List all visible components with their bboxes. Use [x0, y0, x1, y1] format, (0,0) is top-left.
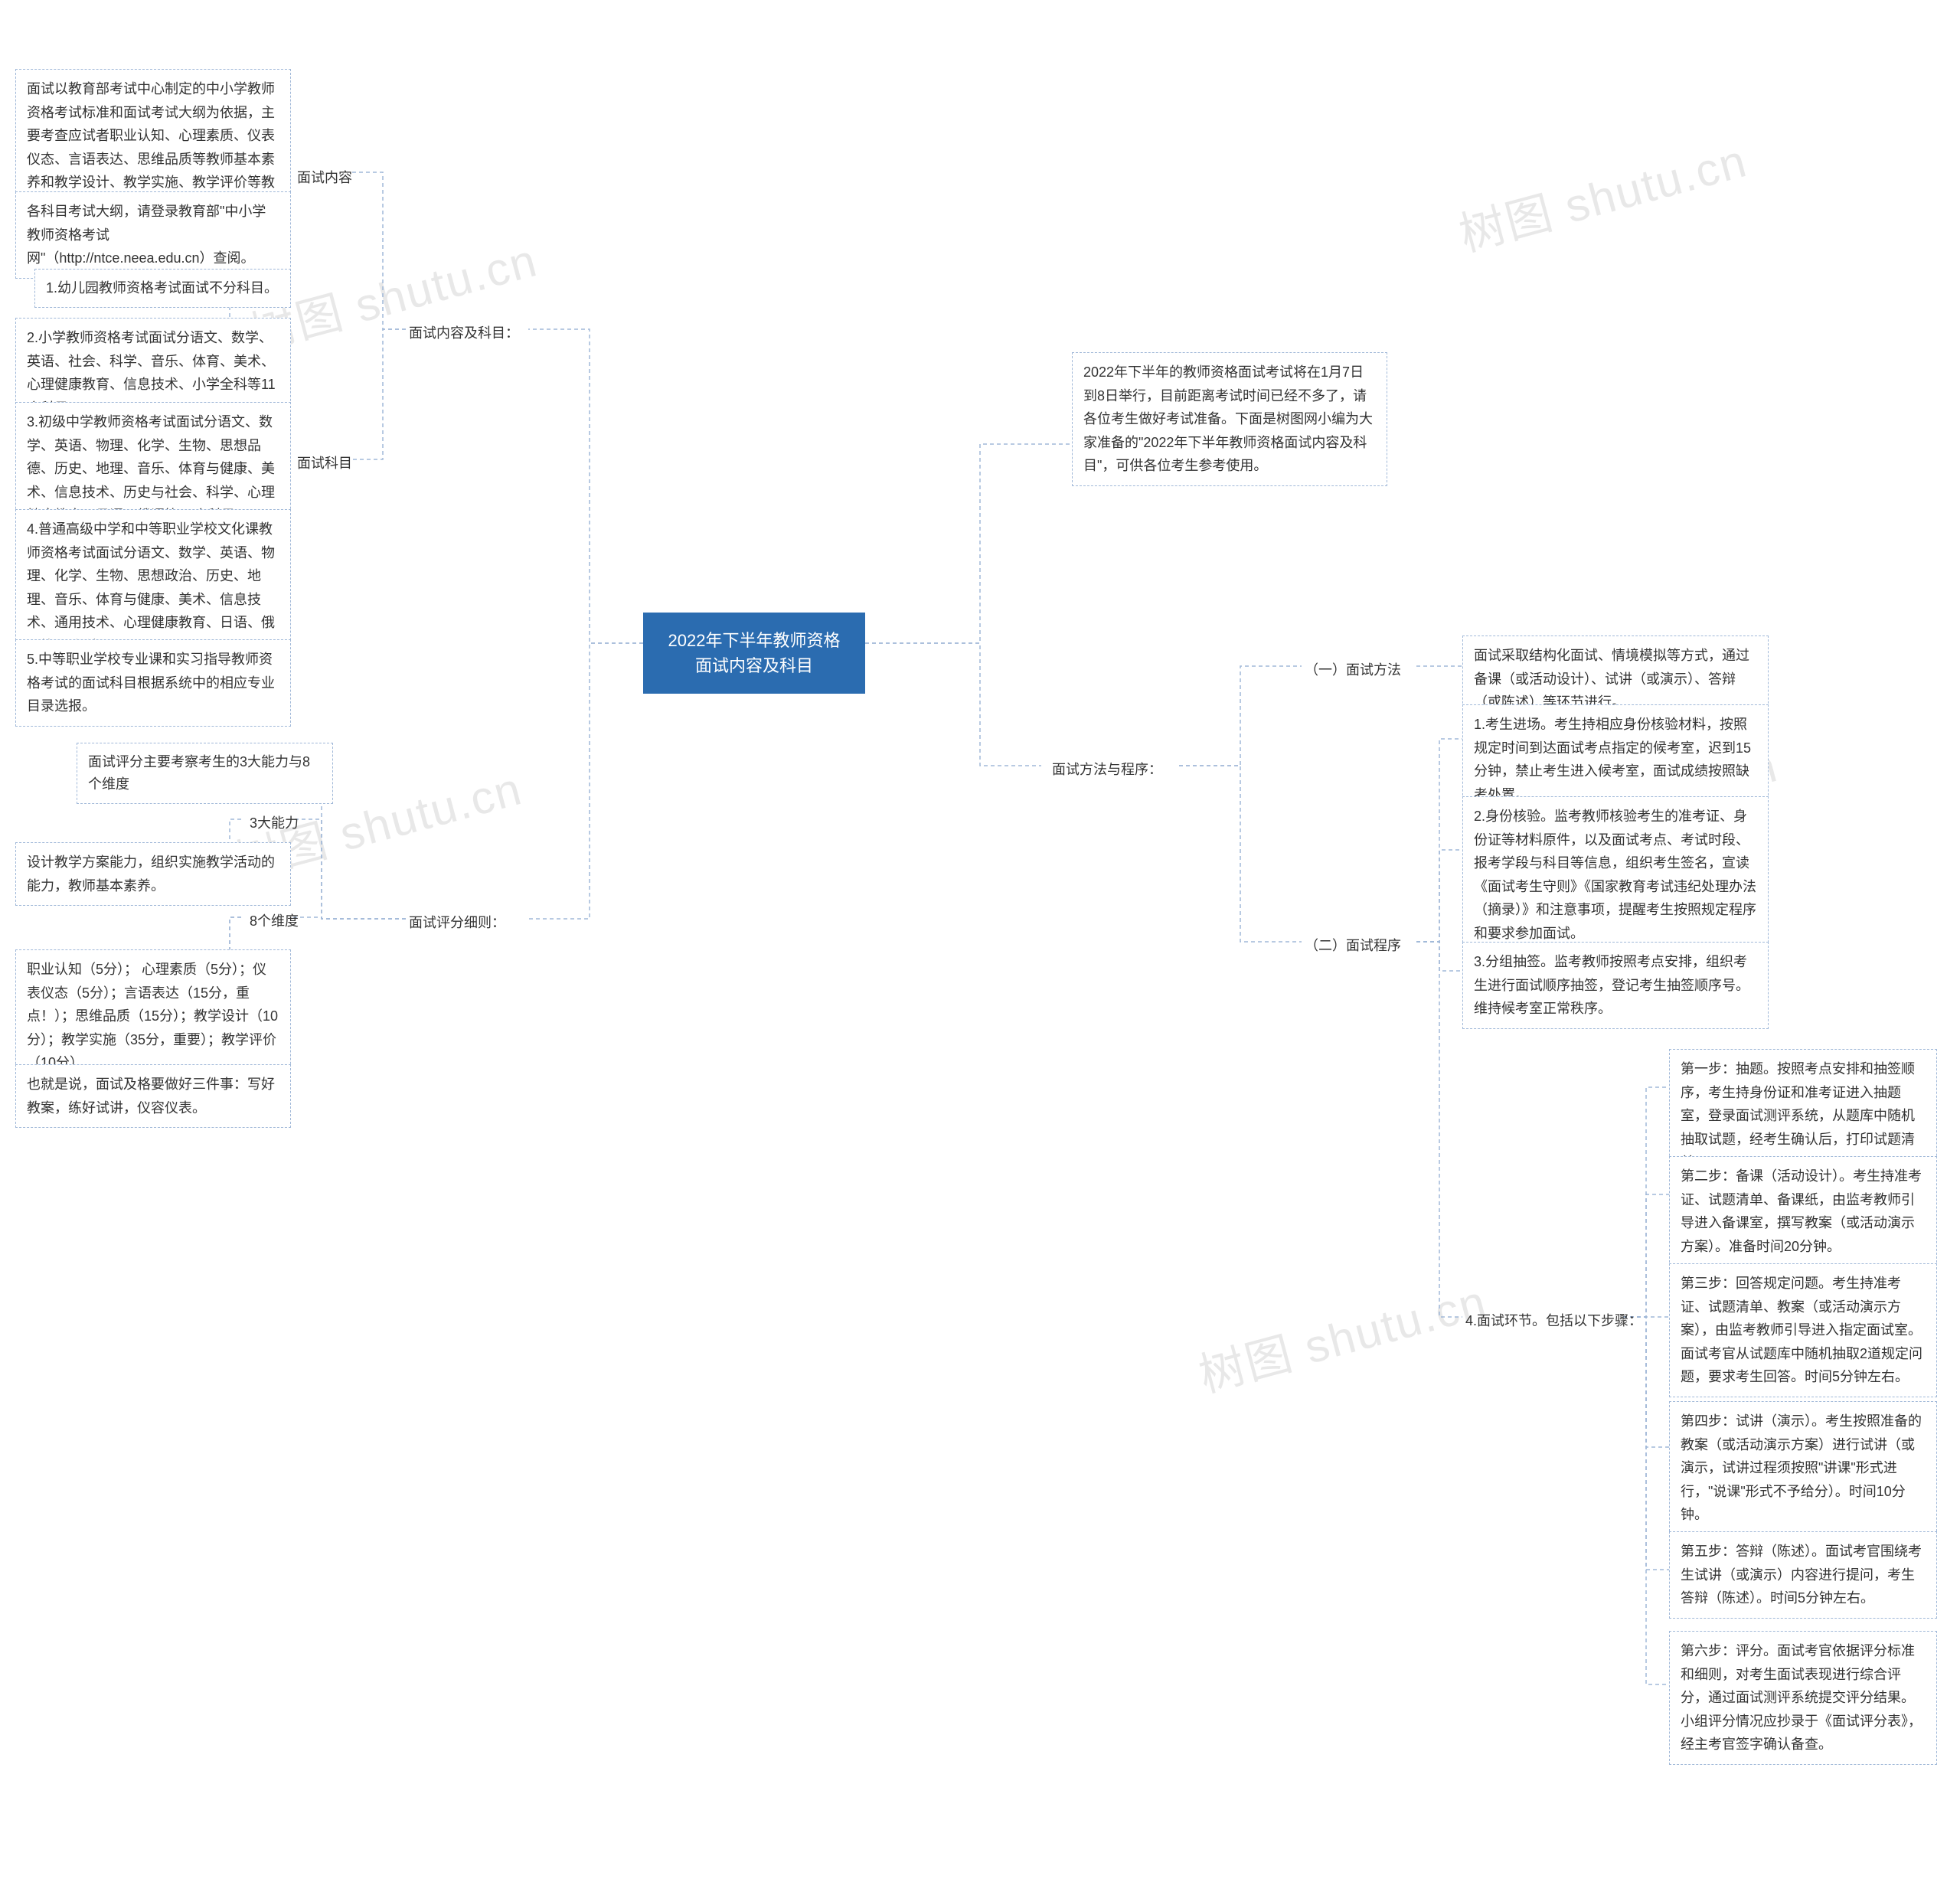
step-5: 第五步：答辩（陈述）。面试考官围绕考生试讲（或演示）内容进行提问，考生答辩（陈述… — [1669, 1531, 1937, 1619]
sc-c-label: 8个维度 — [247, 906, 302, 937]
sc-d: 也就是说，面试及格要做好三件事：写好教案，练好试讲，仪容仪表。 — [15, 1064, 291, 1128]
watermark: 树图 shutu.cn — [1191, 1265, 1493, 1406]
step-4: 第四步：试讲（演示）。考生按照准备的教案（或活动演示方案）进行试讲（或演示，试讲… — [1669, 1401, 1937, 1535]
scoring-label: 面试评分细则： — [406, 907, 508, 939]
center-title: 2022年下半年教师资格面试内容及科目 — [668, 631, 841, 675]
step-3: 第三步：回答规定问题。考生持准考证、试题清单、教案（或活动演示方案），由监考教师… — [1669, 1263, 1937, 1397]
step-2: 第二步：备课（活动设计）。考生持准考证、试题清单、备课纸，由监考教师引导进入备课… — [1669, 1156, 1937, 1266]
c2e: 5.中等职业学校专业课和实习指导教师资格考试的面试科目根据系统中的相应专业目录选… — [15, 639, 291, 727]
watermark: 树图 shutu.cn — [1451, 124, 1753, 265]
c2a: 1.幼儿园教师资格考试面试不分科目。 — [34, 269, 291, 308]
c1b: 各科目考试大纲，请登录教育部"中小学教师资格考试网"（http://ntce.n… — [15, 191, 291, 279]
sc-b-label: 3大能力 — [247, 808, 302, 839]
program-3: 3.分组抽签。监考教师按照考点安排，组织考生进行面试顺序抽签，登记考生抽签顺序号… — [1462, 942, 1769, 1029]
content-label: 面试内容及科目： — [406, 318, 522, 349]
methods-label: 面试方法与程序： — [1049, 754, 1165, 786]
center-node: 2022年下半年教师资格面试内容及科目 — [643, 613, 865, 694]
sc-c: 职业认知（5分）； 心理素质（5分）；仪表仪态（5分）；言语表达（15分，重点！… — [15, 949, 291, 1083]
program-4-label: 4.面试环节。包括以下步骤： — [1462, 1305, 1645, 1337]
method-1-label: （一）面试方法 — [1302, 655, 1404, 686]
sc-b: 设计教学方案能力，组织实施教学活动的能力，教师基本素养。 — [15, 842, 291, 906]
sc-a: 面试评分主要考察考生的3大能力与8个维度 — [77, 743, 333, 804]
step-6: 第六步：评分。面试考官依据评分标准和细则，对考生面试表现进行综合评分，通过面试测… — [1669, 1631, 1937, 1765]
method-2-label: （二）面试程序 — [1302, 930, 1404, 962]
intro-box: 2022年下半年的教师资格面试考试将在1月7日到8日举行，目前距离考试时间已经不… — [1072, 352, 1387, 486]
program-2: 2.身份核验。监考教师核验考生的准考证、身份证等材料原件，以及面试考点、考试时段… — [1462, 796, 1769, 954]
